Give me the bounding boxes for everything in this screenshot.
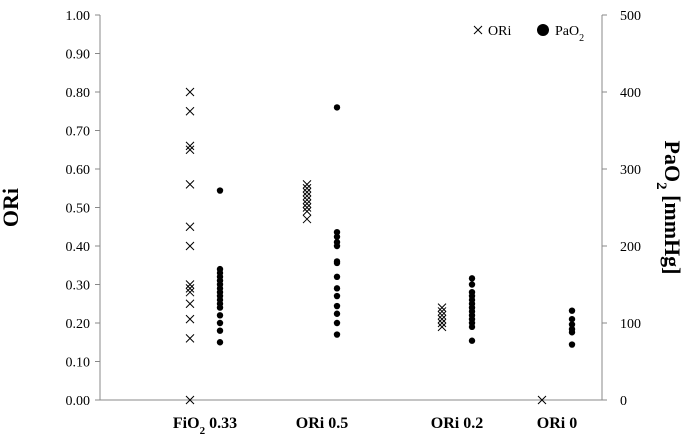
ori-point	[185, 241, 195, 251]
pao2-point	[333, 233, 341, 240]
y-right-tick-label: 0	[620, 394, 627, 409]
y-left-tick-label: 0.00	[66, 394, 91, 409]
ori-point	[185, 283, 195, 293]
pao2-point	[333, 285, 341, 292]
legend-pao2-label: PaO2	[555, 24, 584, 44]
y-right-tick-label: 300	[620, 163, 641, 178]
pao2-point	[333, 259, 341, 267]
ori-point	[185, 314, 195, 324]
x-category-label: ORi 0.5	[296, 415, 348, 432]
ori-point	[302, 214, 312, 224]
ori-point	[185, 280, 195, 289]
pao2-point	[216, 319, 224, 327]
ori-point	[185, 299, 195, 309]
ori-point	[437, 314, 447, 324]
ori-point	[302, 199, 312, 209]
pao2-point	[216, 339, 224, 346]
pao2-point	[568, 341, 576, 348]
pao2-point	[568, 321, 576, 328]
pao2-point	[333, 292, 341, 300]
pao2-point	[468, 337, 476, 344]
pao2-point	[568, 329, 576, 336]
pao2-point	[333, 310, 341, 317]
pao2-point	[333, 273, 341, 280]
y-axis-left-title: ORi	[0, 188, 23, 227]
y-left-tick-label: 0.30	[66, 279, 91, 294]
ori-point	[302, 206, 312, 216]
legend-pao2-marker	[537, 24, 549, 36]
ori-point	[185, 145, 195, 155]
y-left-tick-label: 0.90	[66, 48, 91, 63]
pao2-point	[468, 275, 476, 282]
ori-point	[437, 307, 447, 316]
pao2-point	[216, 312, 224, 319]
ori-point	[302, 180, 312, 189]
y-left-tick-label: 0.50	[66, 202, 91, 217]
ori-point	[185, 395, 195, 405]
y-right-tick-label: 500	[620, 9, 641, 24]
ori-point	[185, 106, 195, 116]
pao2-point	[468, 281, 476, 288]
pao2-point	[568, 315, 576, 323]
y-left-tick-label: 0.80	[66, 86, 91, 101]
pao2-point	[333, 104, 341, 111]
legend-ori-marker	[473, 25, 483, 35]
y-right-tick-label: 100	[620, 317, 641, 332]
pao2-point	[333, 302, 341, 310]
ori-point	[185, 141, 195, 151]
ori-point	[437, 303, 447, 312]
ori-point	[437, 310, 447, 320]
y-left-tick-label: 1.00	[66, 9, 91, 24]
y-axis-right-title: PaO2 [mmHg]	[653, 141, 685, 275]
ori-point	[302, 187, 312, 197]
ori-point	[185, 87, 195, 97]
legend-ori-label: ORi	[488, 24, 511, 39]
ori-point	[537, 395, 547, 405]
pao2-point	[333, 331, 341, 338]
y-left-tick-label: 0.40	[66, 240, 91, 255]
ori-point	[302, 183, 312, 193]
pao2-point	[216, 327, 224, 334]
y-left-tick-label: 0.10	[66, 356, 91, 371]
pao2-point	[333, 319, 341, 327]
y-left-tick-label: 0.70	[66, 125, 91, 140]
pao2-point	[333, 228, 341, 236]
ori-point	[437, 322, 447, 332]
y-left-tick-label: 0.20	[66, 317, 91, 332]
x-category-label: ORi 0.2	[431, 415, 483, 432]
y-right-tick-label: 400	[620, 86, 641, 101]
pao2-point	[216, 187, 224, 194]
ori-point	[302, 203, 312, 212]
pao2-point	[468, 323, 476, 331]
y-right-tick-label: 200	[620, 240, 641, 255]
ori-point	[185, 334, 195, 343]
y-left-tick-label: 0.60	[66, 163, 91, 178]
ori-point	[437, 318, 447, 328]
ori-point	[185, 222, 195, 232]
x-category-label: ORi 0	[537, 415, 577, 432]
pao2-point	[568, 307, 576, 314]
pao2-point	[216, 304, 224, 311]
ori-point	[185, 287, 195, 297]
ori-point	[302, 195, 312, 205]
ori-point	[302, 191, 312, 201]
x-category-label: FiO2 0.33	[173, 415, 237, 435]
pao2-point	[333, 242, 341, 250]
ori-point	[185, 180, 195, 189]
